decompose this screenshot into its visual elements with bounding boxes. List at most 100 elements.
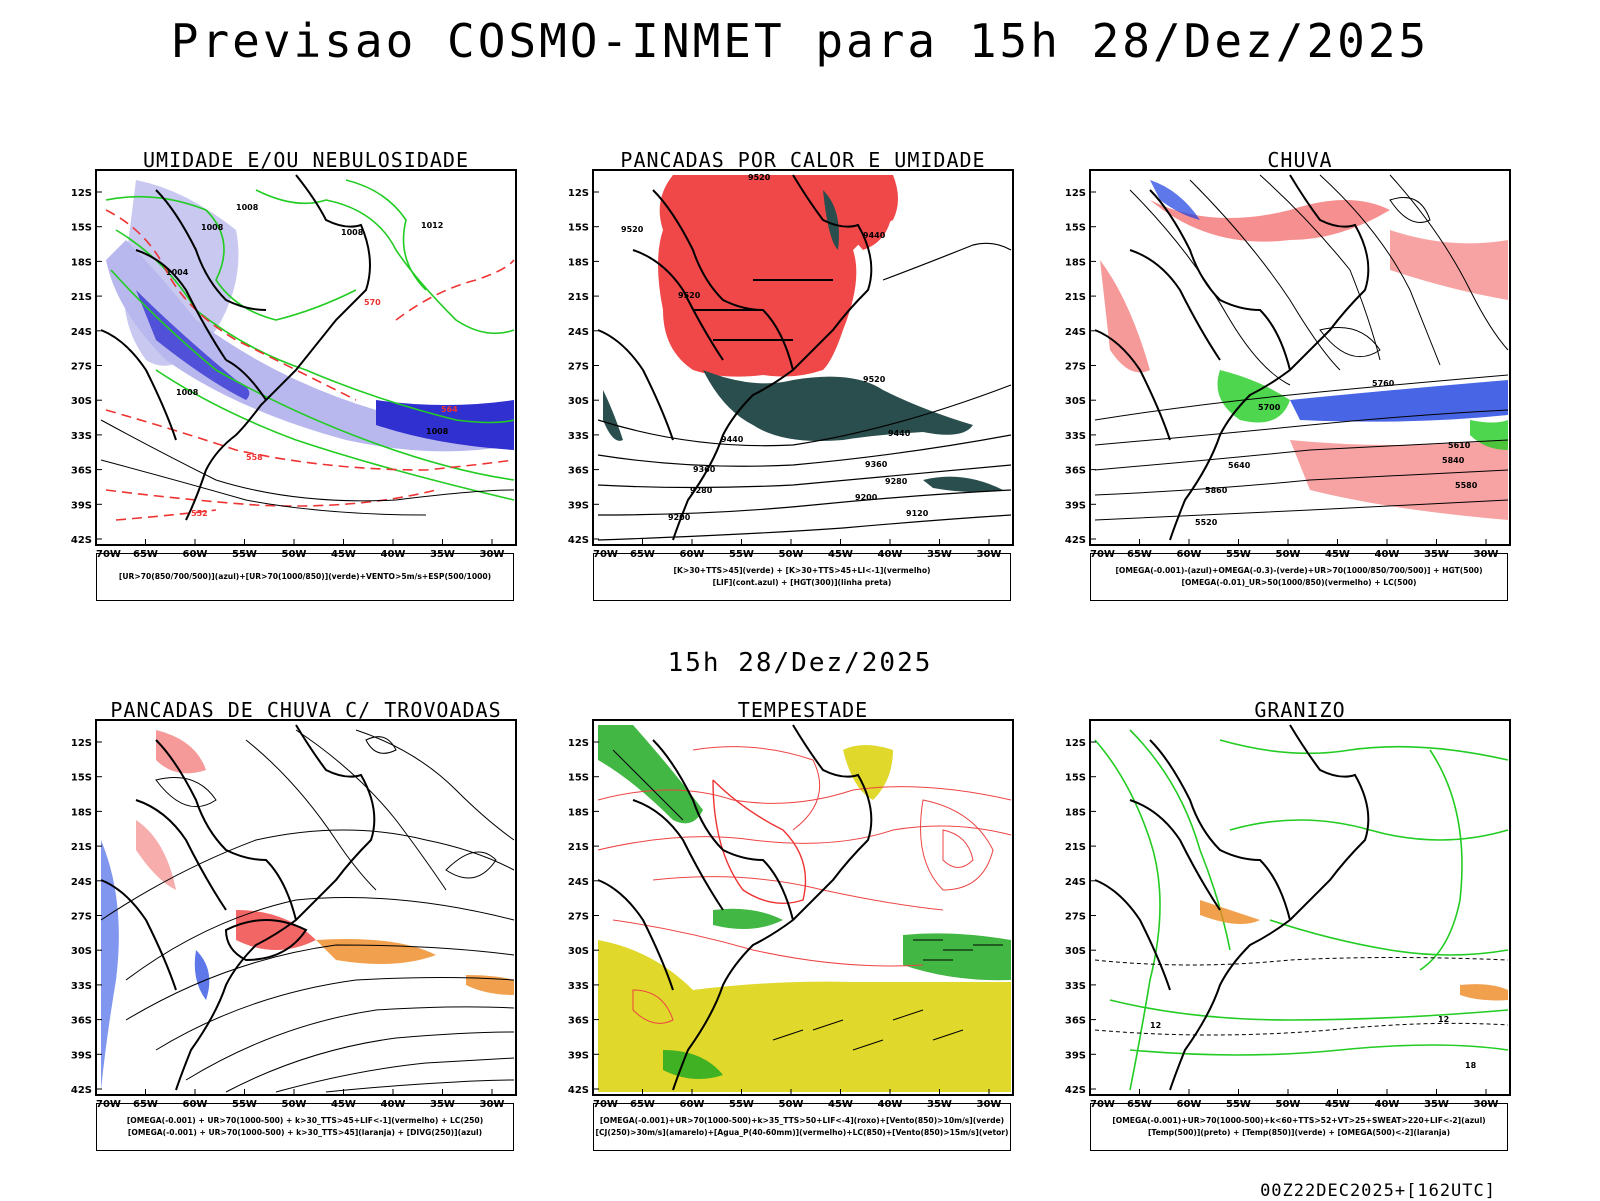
legend-line: [UR>70(850/700/500)](azul)+[UR>70(1000/8… [118, 572, 492, 581]
rain-dots-blue [1150, 180, 1508, 422]
lon-tick-label: 70W [1090, 549, 1115, 560]
panel-title: GRANIZO [1254, 698, 1346, 722]
contour-label: 9280 [885, 477, 908, 486]
temp850-contours [1094, 729, 1509, 1091]
contour-label: 5610 [1448, 441, 1471, 450]
lon-tick-label: 55W [1226, 1099, 1251, 1110]
lon-tick-label: 35W [430, 549, 455, 560]
borders [100, 174, 371, 521]
map-granizo: 12 12 18 12S 15S 18S 21S 24S 27S 30S 33S 36S 39S 4… [1065, 719, 1511, 1110]
legend-box: [K>30+TTS>45](verde) + [K>30+TTS>45+LI<-… [593, 553, 1011, 601]
borders [1094, 724, 1370, 1091]
lat-tick-label: 15S [71, 223, 92, 234]
legend-line: [OMEGA(-0.01)_UR>50(1000/850)(vermelho) … [1181, 578, 1417, 587]
contour-label: 1008 [236, 203, 259, 212]
lat-tick-label: 36S [71, 1016, 92, 1027]
lon-tick-label: 30W [977, 1099, 1002, 1110]
lat-tick-label: 24S [1065, 327, 1086, 338]
lat-tick-label: 15S [71, 773, 92, 784]
lon-tick-label: 45W [828, 1099, 853, 1110]
contour-label: 1008 [176, 388, 199, 397]
lat-tick-label: 30S [71, 396, 92, 407]
lon-tick-label: 70W [593, 1099, 618, 1110]
lat-tick-label: 42S [568, 1085, 589, 1096]
lat-tick-label: 24S [71, 877, 92, 888]
lon-tick-label: 60W [680, 1099, 705, 1110]
lat-tick-label: 36S [568, 1016, 589, 1027]
legend-line: [OMEGA(-0.001)-(azul)+OMEGA(-0.3)-(verde… [1115, 566, 1483, 575]
hgt-contours [597, 242, 1012, 541]
lat-tick-label: 21S [568, 292, 589, 303]
panel-tempestade: TEMPESTADE [568, 698, 1014, 1151]
fill-area [603, 390, 623, 441]
panel-title: PANCADAS POR CALOR E UMIDADE [620, 148, 986, 172]
legend-box: [OMEGA(-0.001) + UR>70(1000-500) + k>30_… [96, 1103, 514, 1151]
lon-tick-label: 45W [828, 549, 853, 560]
lat-tick-label: 18S [71, 257, 92, 268]
lat-tick-label: 39S [1065, 1050, 1086, 1061]
fill-area [376, 400, 514, 450]
lon-tick-label: 60W [183, 1099, 208, 1110]
panel-title: PANCADAS DE CHUVA C/ TROVOADAS [110, 698, 502, 722]
lon-tick-label: 35W [927, 549, 952, 560]
water-contours [712, 779, 807, 905]
lon-tick-label: 55W [232, 1099, 257, 1110]
legend-line: [K>30+TTS>45](verde) + [K>30+TTS>45+LI<-… [673, 566, 931, 575]
contour-label: 564 [441, 405, 458, 414]
lon-tick-label: 70W [1090, 1099, 1115, 1110]
map-umidade: 1008 1008 1008 1012 1004 1008 570 564 55… [71, 169, 517, 560]
lon-tick-label: 50W [779, 549, 804, 560]
contour-label: 558 [246, 453, 263, 462]
contour-label: 12 [1438, 1015, 1449, 1024]
lat-tick-label: 30S [71, 946, 92, 957]
wind-vectors [612, 749, 1003, 1051]
lon-tick-label: 40W [381, 1099, 406, 1110]
contour-labels: 1008 1008 1008 1012 1004 1008 570 564 55… [166, 203, 458, 518]
legend-line: [Temp(500)](preto) + [Temp(850)](verde) … [1147, 1128, 1451, 1137]
contour-label: 5700 [1258, 403, 1281, 412]
lon-tick-label: 55W [1226, 549, 1251, 560]
lon-tick-label: 50W [282, 549, 307, 560]
lon-tick-label: 70W [96, 549, 121, 560]
panel-pancadas: PANCADAS POR CALOR E UMIDADE 9520 9520 9… [568, 148, 1014, 601]
rain-green [1470, 420, 1508, 450]
lat-tick-label: 18S [71, 807, 92, 818]
borders [100, 724, 376, 1091]
lon-tick-label: 55W [729, 1099, 754, 1110]
lat-tick-label: 39S [1065, 500, 1086, 511]
legend-line: [CJ(250)>30m/s](amarelo)+[Agua_P(40-60mm… [595, 1128, 1009, 1137]
contour-label: 5860 [1205, 486, 1228, 495]
lon-tick-label: 45W [1325, 549, 1350, 560]
lat-tick-label: 12S [71, 738, 92, 749]
contour-label: 9280 [690, 486, 713, 495]
isobars [100, 419, 515, 516]
contour-label: 9360 [693, 465, 716, 474]
lat-tick-label: 27S [71, 912, 92, 923]
lat-tick-label: 24S [1065, 877, 1086, 888]
lon-tick-label: 65W [1127, 1099, 1152, 1110]
lat-tick-label: 27S [568, 912, 589, 923]
contour-label: 1004 [166, 268, 189, 277]
lat-tick-label: 24S [568, 327, 589, 338]
lat-tick-label: 33S [1065, 981, 1086, 992]
legend-line: [OMEGA(-0.001)+UR>70(1000-500)+k<60+TTS>… [1112, 1116, 1486, 1125]
contour-label: 9440 [888, 429, 911, 438]
lon-tick-label: 65W [1127, 549, 1152, 560]
panel-title: TEMPESTADE [737, 698, 869, 722]
lon-tick-label: 65W [133, 549, 158, 560]
lon-tick-label: 40W [1375, 1099, 1400, 1110]
contour-label: 9520 [621, 225, 644, 234]
legend-box: [UR>70(850/700/500)](azul)+[UR>70(1000/8… [96, 553, 514, 601]
fill-yellow [843, 745, 893, 800]
rain-green [1217, 370, 1290, 423]
lat-tick-label: 27S [1065, 912, 1086, 923]
lon-tick-label: 35W [1424, 549, 1449, 560]
panel-granizo: GRANIZO 12 12 18 [1065, 698, 1511, 1151]
lat-tick-label: 39S [71, 500, 92, 511]
lat-tick-label: 33S [71, 981, 92, 992]
map-pancadas: 9520 9520 9440 9520 9520 9440 9440 9360 … [568, 169, 1014, 560]
legend-line: [LIF](cont.azul) + [HGT(300)](linha pret… [712, 578, 892, 587]
lat-tick-label: 36S [71, 466, 92, 477]
lat-tick-label: 18S [1065, 807, 1086, 818]
lat-tick-label: 42S [1065, 1085, 1086, 1096]
